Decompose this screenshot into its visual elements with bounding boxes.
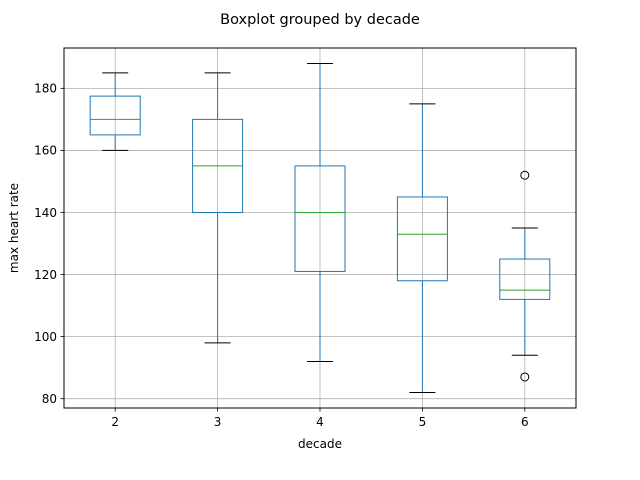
y-tick-label: 180 — [34, 82, 57, 96]
box-group-decade-2 — [89, 72, 141, 151]
iqr-box — [89, 95, 141, 136]
y-tick-label: 160 — [34, 144, 57, 158]
x-tick-label: 5 — [419, 415, 427, 429]
y-tick-label: 100 — [34, 330, 57, 344]
box-group-decade-3 — [192, 72, 244, 344]
iqr-box — [396, 196, 448, 282]
box-group-decade-6 — [499, 170, 551, 382]
outlier-point — [520, 372, 530, 382]
box-layer — [89, 63, 551, 393]
x-axis-label: decade — [298, 437, 342, 451]
y-tick-label: 120 — [34, 268, 57, 282]
box-group-decade-5 — [396, 103, 448, 393]
x-tick-label: 4 — [316, 415, 324, 429]
box-group-decade-4 — [294, 63, 346, 362]
tick-layer: 80 100 120 140 160 180 2 3 4 5 6 — [34, 82, 529, 429]
y-axis-label: max heart rate — [7, 183, 21, 273]
x-tick-label: 3 — [214, 415, 222, 429]
iqr-box — [499, 258, 551, 300]
y-tick-label: 80 — [42, 392, 57, 406]
y-tick-label: 140 — [34, 206, 57, 220]
x-tick-label: 2 — [111, 415, 119, 429]
chart-title: Boxplot grouped by decade — [220, 12, 420, 28]
outlier-point — [520, 170, 530, 180]
iqr-box — [294, 165, 346, 272]
x-tick-label: 6 — [521, 415, 529, 429]
